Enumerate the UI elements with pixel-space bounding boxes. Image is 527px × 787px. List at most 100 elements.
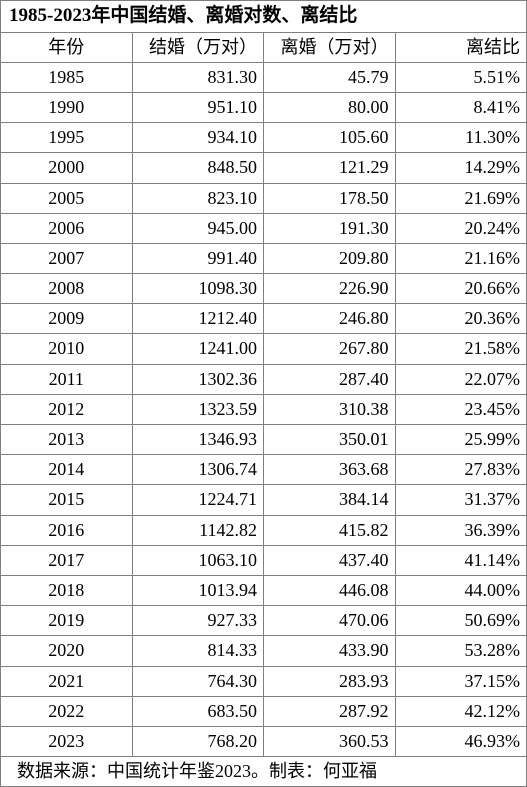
table-row: 20111302.36287.4022.07% xyxy=(1,364,527,394)
cell-divorce: 80.00 xyxy=(264,92,396,122)
cell-divorce: 360.53 xyxy=(264,726,396,756)
cell-year: 2015 xyxy=(1,485,133,515)
cell-year: 2016 xyxy=(1,515,133,545)
cell-ratio: 5.51% xyxy=(395,62,527,92)
data-table: 1985-2023年中国结婚、离婚对数、离结比 年份 结婚（万对） 离婚（万对）… xyxy=(0,0,527,787)
cell-year: 2007 xyxy=(1,243,133,273)
cell-divorce: 446.08 xyxy=(264,575,396,605)
data-table-container: 1985-2023年中国结婚、离婚对数、离结比 年份 结婚（万对） 离婚（万对）… xyxy=(0,0,527,787)
cell-divorce: 178.50 xyxy=(264,183,396,213)
cell-divorce: 191.30 xyxy=(264,213,396,243)
cell-ratio: 41.14% xyxy=(395,545,527,575)
cell-ratio: 20.24% xyxy=(395,213,527,243)
table-row: 20171063.10437.4041.14% xyxy=(1,545,527,575)
cell-year: 2020 xyxy=(1,636,133,666)
table-row: 20131346.93350.0125.99% xyxy=(1,425,527,455)
cell-divorce: 310.38 xyxy=(264,394,396,424)
table-row: 20151224.71384.1431.37% xyxy=(1,485,527,515)
table-row: 2023768.20360.5346.93% xyxy=(1,726,527,756)
cell-marriage: 1306.74 xyxy=(132,455,264,485)
cell-divorce: 45.79 xyxy=(264,62,396,92)
cell-year: 2018 xyxy=(1,575,133,605)
cell-marriage: 1142.82 xyxy=(132,515,264,545)
cell-divorce: 287.92 xyxy=(264,696,396,726)
cell-year: 2019 xyxy=(1,606,133,636)
cell-divorce: 246.80 xyxy=(264,304,396,334)
header-row: 年份 结婚（万对） 离婚（万对） 离结比 xyxy=(1,32,527,62)
cell-marriage: 991.40 xyxy=(132,243,264,273)
cell-year: 1995 xyxy=(1,123,133,153)
cell-year: 2021 xyxy=(1,666,133,696)
table-row: 20161142.82415.8236.39% xyxy=(1,515,527,545)
cell-divorce: 209.80 xyxy=(264,243,396,273)
cell-year: 2022 xyxy=(1,696,133,726)
cell-marriage: 1302.36 xyxy=(132,364,264,394)
cell-year: 2013 xyxy=(1,425,133,455)
cell-ratio: 50.69% xyxy=(395,606,527,636)
cell-marriage: 1323.59 xyxy=(132,394,264,424)
cell-marriage: 683.50 xyxy=(132,696,264,726)
cell-ratio: 21.16% xyxy=(395,243,527,273)
table-row: 2021764.30283.9337.15% xyxy=(1,666,527,696)
cell-marriage: 764.30 xyxy=(132,666,264,696)
col-header-ratio: 离结比 xyxy=(395,32,527,62)
col-header-divorce: 离婚（万对） xyxy=(264,32,396,62)
cell-ratio: 21.69% xyxy=(395,183,527,213)
cell-year: 2005 xyxy=(1,183,133,213)
cell-divorce: 437.40 xyxy=(264,545,396,575)
cell-year: 2000 xyxy=(1,153,133,183)
cell-divorce: 384.14 xyxy=(264,485,396,515)
cell-marriage: 934.10 xyxy=(132,123,264,153)
table-row: 2020814.33433.9053.28% xyxy=(1,636,527,666)
cell-ratio: 25.99% xyxy=(395,425,527,455)
cell-ratio: 20.66% xyxy=(395,274,527,304)
table-footer: 数据来源：中国统计年鉴2023。制表：何亚福 xyxy=(1,757,527,787)
cell-divorce: 433.90 xyxy=(264,636,396,666)
cell-marriage: 1013.94 xyxy=(132,575,264,605)
cell-ratio: 21.58% xyxy=(395,334,527,364)
cell-year: 1985 xyxy=(1,62,133,92)
table-row: 20181013.94446.0844.00% xyxy=(1,575,527,605)
table-row: 20121323.59310.3823.45% xyxy=(1,394,527,424)
cell-marriage: 1224.71 xyxy=(132,485,264,515)
col-header-marriage: 结婚（万对） xyxy=(132,32,264,62)
cell-year: 2009 xyxy=(1,304,133,334)
cell-marriage: 951.10 xyxy=(132,92,264,122)
cell-year: 2017 xyxy=(1,545,133,575)
cell-year: 2014 xyxy=(1,455,133,485)
table-row: 2007991.40209.8021.16% xyxy=(1,243,527,273)
cell-ratio: 36.39% xyxy=(395,515,527,545)
table-row: 20101241.00267.8021.58% xyxy=(1,334,527,364)
table-row: 2006945.00191.3020.24% xyxy=(1,213,527,243)
cell-divorce: 415.82 xyxy=(264,515,396,545)
cell-divorce: 121.29 xyxy=(264,153,396,183)
table-row: 2019927.33470.0650.69% xyxy=(1,606,527,636)
title-row: 1985-2023年中国结婚、离婚对数、离结比 xyxy=(1,1,527,33)
footer-row: 数据来源：中国统计年鉴2023。制表：何亚福 xyxy=(1,757,527,787)
cell-ratio: 44.00% xyxy=(395,575,527,605)
cell-marriage: 831.30 xyxy=(132,62,264,92)
cell-ratio: 8.41% xyxy=(395,92,527,122)
cell-marriage: 814.33 xyxy=(132,636,264,666)
cell-ratio: 11.30% xyxy=(395,123,527,153)
table-row: 2022683.50287.9242.12% xyxy=(1,696,527,726)
cell-marriage: 1241.00 xyxy=(132,334,264,364)
cell-marriage: 927.33 xyxy=(132,606,264,636)
cell-ratio: 22.07% xyxy=(395,364,527,394)
table-row: 1985831.3045.795.51% xyxy=(1,62,527,92)
cell-year: 1990 xyxy=(1,92,133,122)
cell-marriage: 1212.40 xyxy=(132,304,264,334)
cell-ratio: 42.12% xyxy=(395,696,527,726)
cell-divorce: 363.68 xyxy=(264,455,396,485)
cell-divorce: 283.93 xyxy=(264,666,396,696)
cell-year: 2006 xyxy=(1,213,133,243)
cell-year: 2011 xyxy=(1,364,133,394)
table-title: 1985-2023年中国结婚、离婚对数、离结比 xyxy=(1,1,527,33)
cell-ratio: 53.28% xyxy=(395,636,527,666)
cell-marriage: 768.20 xyxy=(132,726,264,756)
table-row: 2000848.50121.2914.29% xyxy=(1,153,527,183)
table-row: 20081098.30226.9020.66% xyxy=(1,274,527,304)
cell-year: 2023 xyxy=(1,726,133,756)
cell-divorce: 105.60 xyxy=(264,123,396,153)
cell-ratio: 14.29% xyxy=(395,153,527,183)
